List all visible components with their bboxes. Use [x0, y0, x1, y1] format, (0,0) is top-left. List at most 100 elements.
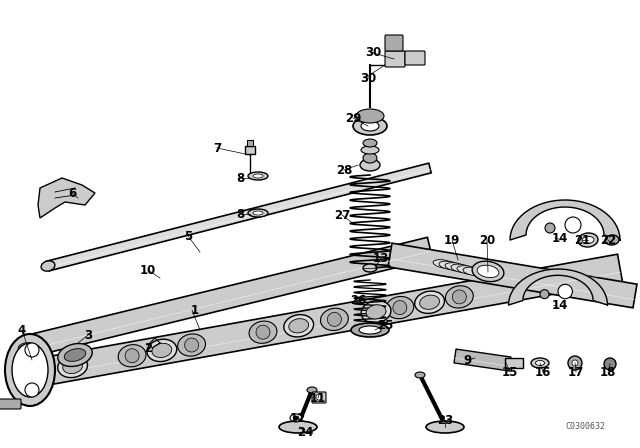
Ellipse shape [248, 209, 268, 217]
FancyBboxPatch shape [0, 399, 21, 409]
Ellipse shape [361, 301, 391, 323]
Ellipse shape [353, 117, 387, 135]
Text: 11: 11 [310, 392, 326, 405]
Circle shape [604, 358, 616, 370]
Ellipse shape [445, 286, 473, 308]
FancyBboxPatch shape [247, 140, 253, 146]
Ellipse shape [356, 109, 384, 123]
Text: 14: 14 [552, 232, 568, 245]
Text: 1: 1 [191, 303, 199, 316]
Text: 16: 16 [535, 366, 551, 379]
Ellipse shape [452, 290, 467, 304]
Ellipse shape [253, 174, 263, 178]
Ellipse shape [253, 211, 263, 215]
Text: 26: 26 [350, 293, 366, 306]
Ellipse shape [531, 358, 549, 368]
Ellipse shape [457, 266, 479, 274]
Ellipse shape [321, 308, 348, 331]
Text: 6: 6 [68, 186, 76, 199]
Ellipse shape [578, 233, 598, 247]
Ellipse shape [248, 172, 268, 180]
Text: 21: 21 [574, 233, 590, 246]
Ellipse shape [582, 237, 594, 244]
Ellipse shape [58, 344, 92, 366]
Ellipse shape [125, 349, 139, 363]
Circle shape [316, 394, 322, 400]
FancyBboxPatch shape [245, 146, 255, 154]
Text: 3: 3 [84, 328, 92, 341]
Text: 23: 23 [437, 414, 453, 426]
Ellipse shape [147, 339, 177, 362]
Circle shape [545, 223, 555, 233]
Text: 9: 9 [464, 353, 472, 366]
FancyBboxPatch shape [312, 392, 326, 403]
Ellipse shape [451, 264, 473, 273]
Ellipse shape [393, 301, 407, 314]
Polygon shape [509, 269, 607, 305]
Ellipse shape [445, 263, 467, 271]
Ellipse shape [328, 312, 341, 326]
Text: 28: 28 [336, 164, 352, 177]
Ellipse shape [361, 146, 379, 154]
Text: 4: 4 [18, 323, 26, 336]
FancyBboxPatch shape [385, 51, 405, 67]
Polygon shape [22, 254, 623, 389]
Ellipse shape [463, 267, 484, 276]
Ellipse shape [386, 297, 414, 319]
Text: 25: 25 [377, 319, 393, 332]
Ellipse shape [360, 159, 380, 171]
Ellipse shape [415, 372, 425, 378]
Ellipse shape [363, 264, 377, 272]
Ellipse shape [536, 361, 545, 366]
Ellipse shape [366, 305, 386, 319]
Text: C0300632: C0300632 [565, 422, 605, 431]
Ellipse shape [293, 416, 299, 420]
Text: 8: 8 [236, 172, 244, 185]
Text: 10: 10 [140, 263, 156, 276]
Ellipse shape [256, 325, 270, 339]
Text: 27: 27 [334, 208, 350, 221]
Ellipse shape [63, 359, 83, 374]
Polygon shape [454, 349, 511, 371]
Ellipse shape [18, 343, 32, 351]
Text: 22: 22 [600, 233, 616, 246]
Polygon shape [47, 163, 431, 271]
Text: 5: 5 [184, 229, 192, 242]
Ellipse shape [41, 261, 55, 271]
Circle shape [558, 284, 572, 299]
Ellipse shape [14, 340, 36, 354]
Ellipse shape [284, 314, 314, 337]
Text: 19: 19 [444, 233, 460, 246]
FancyBboxPatch shape [385, 35, 403, 51]
Ellipse shape [363, 139, 377, 147]
Ellipse shape [58, 355, 88, 378]
Text: 20: 20 [479, 233, 495, 246]
Polygon shape [388, 243, 637, 308]
Circle shape [565, 217, 581, 233]
Text: 2: 2 [144, 341, 152, 354]
Ellipse shape [289, 319, 308, 333]
Text: 17: 17 [568, 366, 584, 379]
Text: 14: 14 [552, 298, 568, 311]
Ellipse shape [307, 387, 317, 393]
Circle shape [25, 383, 39, 397]
Ellipse shape [477, 265, 499, 278]
FancyBboxPatch shape [505, 358, 523, 368]
Ellipse shape [178, 334, 205, 356]
Ellipse shape [439, 261, 461, 270]
Ellipse shape [118, 345, 146, 367]
Circle shape [572, 360, 578, 366]
Ellipse shape [359, 326, 381, 334]
Text: 8: 8 [236, 207, 244, 220]
Ellipse shape [249, 321, 277, 343]
Polygon shape [510, 200, 620, 240]
Ellipse shape [184, 338, 198, 352]
Circle shape [25, 343, 39, 357]
Circle shape [568, 356, 582, 370]
Ellipse shape [5, 334, 55, 406]
Text: 30: 30 [360, 72, 376, 85]
Text: 30: 30 [365, 46, 381, 59]
Ellipse shape [361, 121, 379, 131]
Ellipse shape [363, 153, 377, 163]
Text: 18: 18 [600, 366, 616, 379]
